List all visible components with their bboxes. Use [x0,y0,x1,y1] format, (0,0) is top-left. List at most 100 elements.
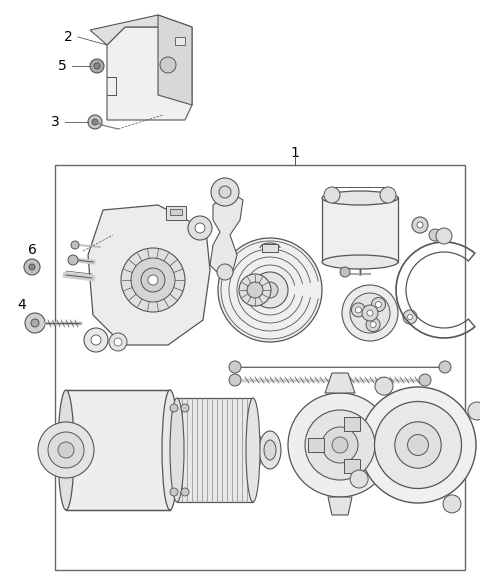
Circle shape [24,259,40,275]
Bar [344,417,360,431]
Circle shape [84,328,108,352]
Circle shape [395,422,441,468]
Circle shape [417,222,423,228]
Circle shape [305,410,375,480]
Circle shape [350,470,368,488]
Circle shape [181,404,189,412]
Bar [166,206,186,220]
Text: 4: 4 [18,298,26,312]
Circle shape [360,387,476,503]
Polygon shape [90,15,192,45]
Circle shape [211,178,239,206]
Circle shape [170,404,178,412]
Circle shape [436,228,452,244]
Circle shape [219,186,231,198]
Bar [55,165,465,570]
Text: 5: 5 [58,59,66,73]
Circle shape [92,119,98,125]
Polygon shape [328,497,352,515]
Circle shape [229,361,241,373]
Circle shape [94,63,100,69]
Circle shape [109,333,127,351]
Polygon shape [88,205,210,345]
Circle shape [90,59,104,73]
Polygon shape [158,15,192,105]
Circle shape [217,264,233,280]
Circle shape [372,298,385,312]
Text: 1: 1 [290,146,300,160]
Circle shape [114,338,122,346]
Circle shape [408,435,429,456]
Ellipse shape [322,255,398,269]
Circle shape [322,427,358,463]
Circle shape [229,374,241,386]
Circle shape [340,267,350,277]
Ellipse shape [246,398,260,502]
Ellipse shape [322,191,398,205]
Circle shape [195,223,205,233]
Circle shape [25,313,45,333]
Circle shape [374,401,461,488]
Circle shape [412,217,428,233]
Bar [322,197,398,262]
Circle shape [403,310,417,324]
Circle shape [429,229,441,241]
Circle shape [121,248,185,312]
Circle shape [288,393,392,497]
Circle shape [362,305,378,321]
Circle shape [370,322,376,328]
Circle shape [350,293,390,333]
Circle shape [218,238,322,342]
Circle shape [332,437,348,453]
Circle shape [88,115,102,129]
Circle shape [58,442,74,458]
Circle shape [439,361,451,373]
Circle shape [468,402,480,420]
Circle shape [170,488,178,496]
Circle shape [141,268,165,292]
Circle shape [38,422,94,478]
Circle shape [262,282,278,298]
Circle shape [71,241,79,249]
Circle shape [324,187,340,203]
Circle shape [239,274,271,306]
Circle shape [375,301,382,308]
Circle shape [380,187,396,203]
Text: 2: 2 [64,30,72,44]
Ellipse shape [58,390,74,510]
Bar [262,244,278,252]
Circle shape [91,335,101,345]
Circle shape [48,432,84,468]
Text: 3: 3 [50,115,60,129]
Circle shape [252,272,288,308]
Circle shape [131,258,175,302]
Bar [170,209,182,215]
Bar [177,398,253,502]
Circle shape [188,216,212,240]
Circle shape [408,315,412,319]
Polygon shape [210,192,243,275]
Bar [175,37,185,45]
Circle shape [443,495,461,513]
Circle shape [29,264,35,270]
Ellipse shape [170,398,184,502]
Circle shape [148,275,158,285]
Bar [66,390,170,510]
Circle shape [366,318,380,332]
Circle shape [351,303,365,317]
Circle shape [367,310,373,316]
Circle shape [68,255,78,265]
Polygon shape [325,373,355,393]
Bar [308,438,324,452]
Polygon shape [107,27,192,120]
Bar [344,459,360,473]
Circle shape [375,377,393,395]
Circle shape [160,57,176,73]
Circle shape [31,319,39,327]
Circle shape [342,285,398,341]
Ellipse shape [162,390,178,510]
Circle shape [181,488,189,496]
Text: 6: 6 [27,243,36,257]
Circle shape [247,282,263,298]
Ellipse shape [264,440,276,460]
